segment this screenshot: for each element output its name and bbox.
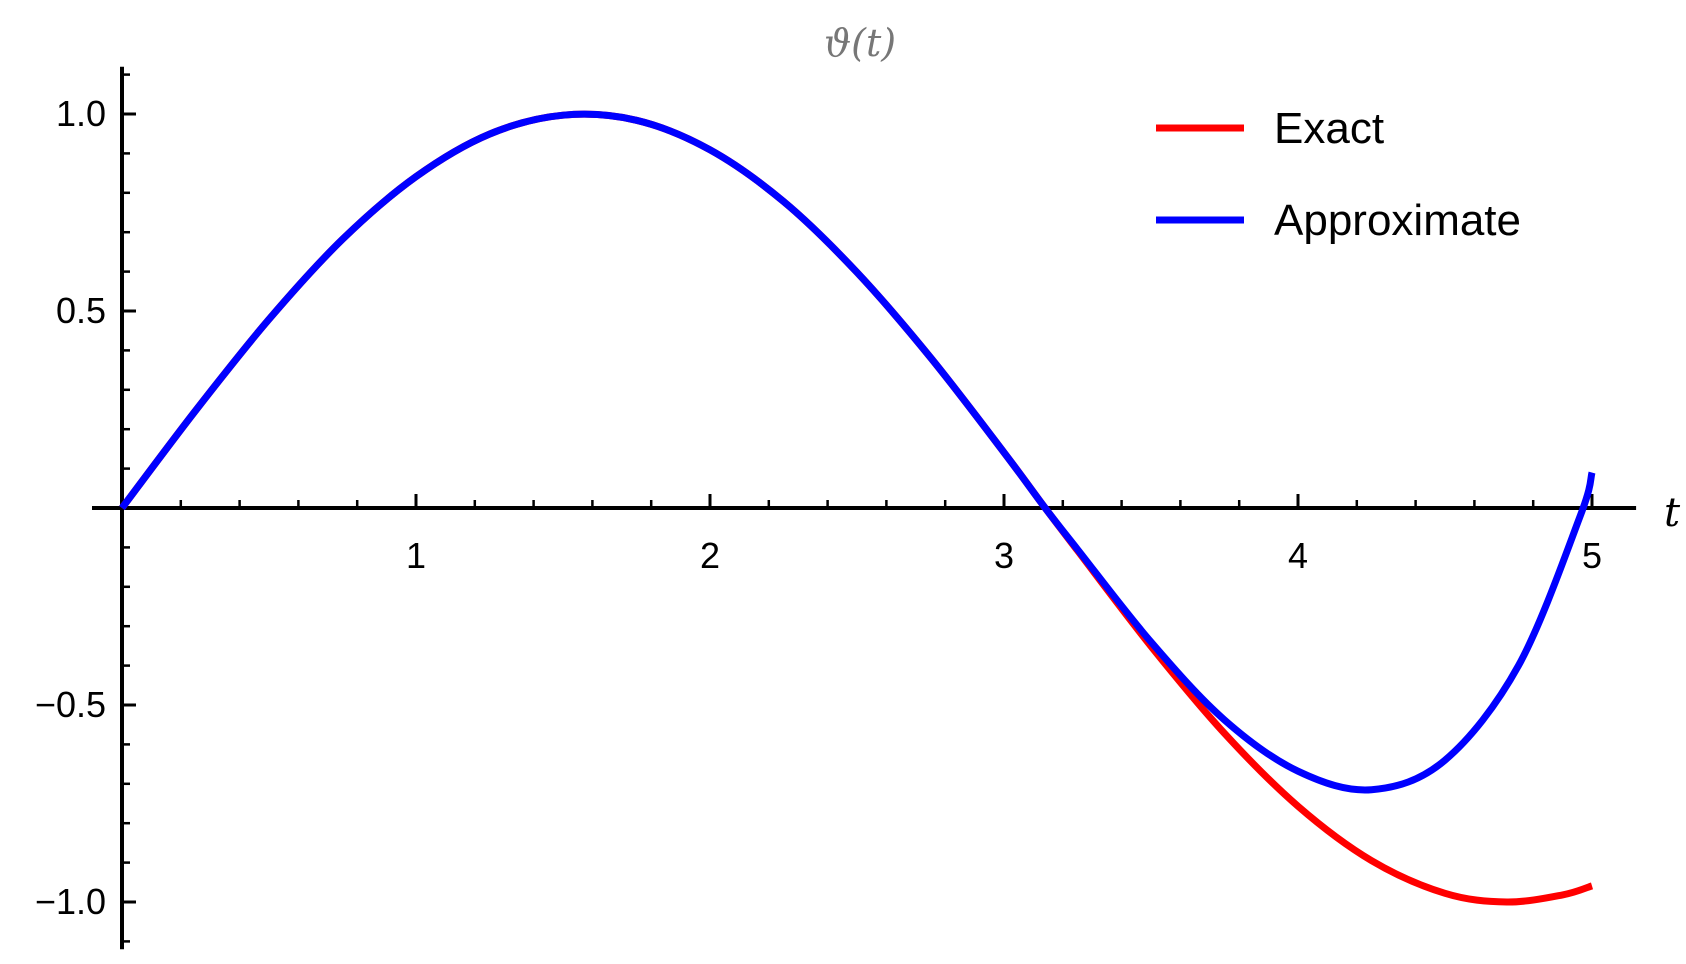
legend-label-exact: Exact [1274, 104, 1384, 153]
legend-label-approximate: Approximate [1274, 196, 1521, 245]
y-tick-label: 0.5 [56, 290, 106, 331]
x-tick-label: 3 [994, 535, 1014, 576]
chart-title: ϑ(t) [824, 21, 896, 65]
y-ticks: −1.0 −0.5 0.5 1.0 [35, 93, 136, 922]
y-tick-label: −1.0 [35, 881, 106, 922]
x-tick-label: 5 [1582, 535, 1602, 576]
series-line-approximate [119, 110, 1596, 794]
series-group [119, 110, 1596, 906]
legend: Exact Approximate [1156, 104, 1521, 245]
x-tick-label: 4 [1288, 535, 1308, 576]
x-axis-label: t [1664, 490, 1681, 536]
x-ticks: 1 2 3 4 5 [406, 494, 1602, 576]
y-tick-label: 1.0 [56, 93, 106, 134]
x-tick-label: 2 [700, 535, 720, 576]
y-tick-label: −0.5 [35, 684, 106, 725]
x-tick-label: 1 [406, 535, 426, 576]
